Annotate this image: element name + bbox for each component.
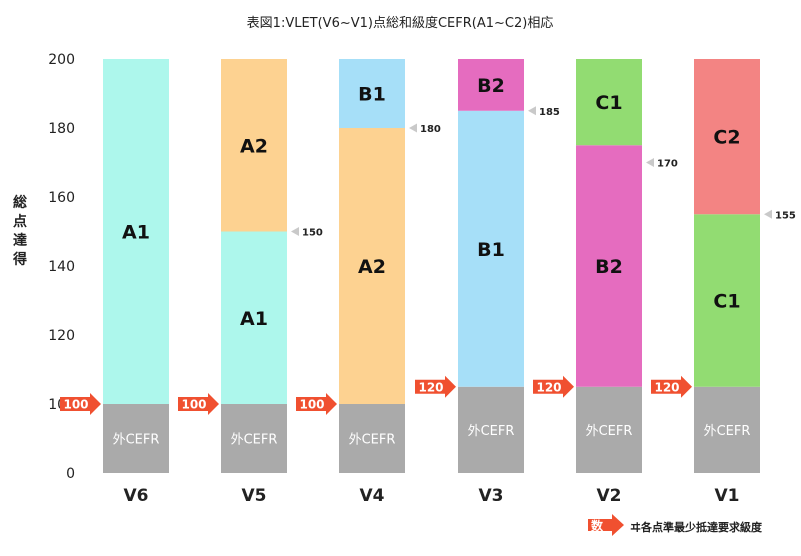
chart-title: 表図1:VLET(V6~V1)点総和級度CEFR(A1~C2)相応: [247, 15, 554, 31]
bar-base-segment: [339, 404, 405, 473]
y-axis-label-char: 総: [13, 194, 27, 211]
y-tick-label: 0: [66, 466, 75, 482]
x-tick-label: V3: [479, 486, 504, 506]
boundary-label: 185: [539, 107, 560, 118]
y-axis-label-char: 達: [13, 232, 27, 249]
bar-base-segment: [221, 404, 287, 473]
boundary-label: 180: [420, 124, 441, 135]
y-tick-label: 120: [48, 328, 75, 344]
segment-label: A1: [240, 308, 268, 330]
y-tick-label: 180: [48, 121, 75, 137]
segment-label: B1: [358, 84, 386, 106]
pass-score-label: 100: [63, 398, 88, 412]
segment-label: C1: [713, 291, 740, 313]
segment-label: C1: [595, 92, 622, 114]
boundary-label: 155: [775, 210, 796, 221]
legend: 数 ヰ各点準最少抵達要求級度: [588, 514, 763, 536]
bar-segment-b2: [458, 59, 524, 111]
bar-segment-a2: [221, 59, 287, 232]
y-axis-label-char: 得: [12, 251, 27, 268]
bar-segment-b2: [576, 145, 642, 387]
bar-segment-a1: [221, 231, 287, 404]
bar-base-segment: [458, 386, 524, 473]
bar-base-segment: [694, 386, 760, 473]
legend-marker-label: 数: [591, 518, 604, 533]
x-tick-label: V4: [360, 486, 385, 506]
segment-label: B2: [477, 75, 505, 97]
bar-segment-a1: [103, 59, 169, 404]
pass-score-label: 120: [654, 380, 679, 394]
bar-segment-b1: [458, 110, 524, 387]
boundary-pointer: [646, 158, 654, 167]
bar-base-label: 外CEFR: [468, 424, 515, 439]
boundary-label: 150: [302, 228, 323, 239]
segment-label: A2: [240, 135, 268, 157]
segment-label: B2: [595, 256, 623, 278]
bar-segment-c1: [694, 214, 760, 387]
bar-segment-b1: [339, 59, 405, 128]
bar-base-label: 外CEFR: [231, 433, 278, 448]
segment-label: A2: [358, 256, 386, 278]
axis-layer: 0 100 120 140 160 180 200 V6 V5 V4 V3 V2 V1: [48, 52, 739, 506]
bar-base-label: 外CEFR: [704, 424, 751, 439]
boundary-pointer: [291, 227, 299, 236]
boundary-pointer: [528, 106, 536, 116]
bar-base-segment: [576, 386, 642, 473]
y-axis-label-char: 点: [13, 213, 27, 230]
boundary-pointer: [764, 209, 772, 219]
pass-score-flag: [651, 375, 692, 398]
pass-score-flag: [533, 375, 574, 398]
pass-score-label: 120: [418, 380, 443, 394]
pass-score-label: 120: [536, 380, 561, 394]
bar-segment-c2: [694, 59, 760, 215]
legend-label: ヰ各点準最少抵達要求級度: [630, 520, 763, 534]
bar-segment-a2: [339, 128, 405, 404]
pass-score-flag: [60, 393, 101, 415]
x-tick-label: V1: [715, 486, 740, 506]
segment-label: B1: [477, 239, 505, 261]
legend-marker: [588, 514, 624, 536]
bar-base-label: 外CEFR: [113, 433, 160, 448]
x-tick-label: V6: [124, 486, 149, 506]
y-tick-label: 200: [48, 52, 75, 68]
y-tick-label: 140: [48, 259, 75, 275]
bar-base-label: 外CEFR: [586, 424, 633, 439]
pass-score-flag: [415, 375, 456, 398]
boundary-label: 170: [657, 159, 678, 170]
pass-score-flag: [296, 393, 337, 415]
labels-layer: 外CEFR A1 100 外CEFR A1 A2 150 100 外CEFR A2 B1 180 100…: [60, 75, 796, 448]
pass-score-label: 100: [181, 398, 206, 412]
pass-score-label: 100: [299, 398, 324, 412]
bars-layer: [103, 59, 760, 473]
bar-segment-c1: [576, 59, 642, 146]
bar-base-label: 外CEFR: [349, 433, 396, 448]
bar-base-segment: [103, 404, 169, 473]
segment-label: A1: [122, 222, 150, 244]
y-tick-label: 160: [48, 190, 75, 206]
boundary-pointer: [409, 123, 417, 133]
x-tick-label: V5: [242, 486, 267, 506]
pass-score-flag: [178, 393, 219, 415]
x-tick-label: V2: [597, 486, 622, 506]
segment-label: C2: [713, 127, 740, 149]
